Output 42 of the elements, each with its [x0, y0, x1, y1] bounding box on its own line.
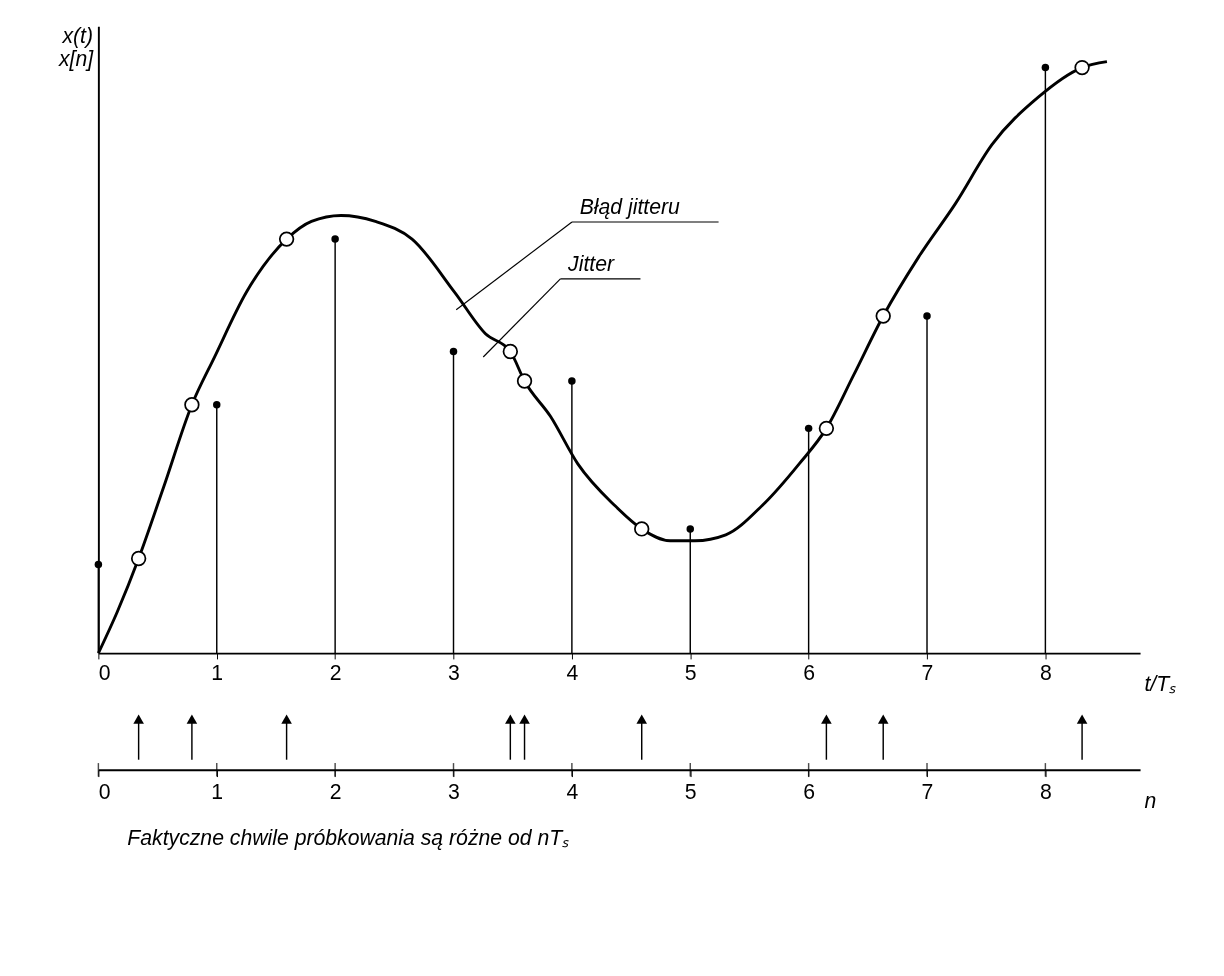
- x-axis-title: t/Tₛ: [1144, 672, 1177, 696]
- x2-tick-label: 5: [684, 780, 697, 804]
- x-tick-label: 5: [684, 660, 697, 684]
- point: [331, 235, 339, 243]
- x2-axis-title: n: [1144, 788, 1157, 812]
- point: [923, 312, 931, 320]
- point: [686, 525, 694, 533]
- x-tick-label: 2: [329, 660, 342, 684]
- x-tick-label: 8: [1039, 660, 1052, 684]
- x-tick-label: 4: [566, 660, 579, 684]
- point: [804, 424, 813, 433]
- y-axis-title: x(t) x[n]: [57, 24, 95, 72]
- x-tick-label: 0: [98, 660, 111, 684]
- annotation: Jitter: [567, 252, 615, 276]
- x-tick-label: 3: [448, 660, 460, 684]
- x2-tick-label: 7: [921, 780, 934, 804]
- point: [130, 550, 147, 567]
- x2-tick-label: 1: [211, 780, 224, 804]
- x2-tick-label: 4: [566, 780, 579, 804]
- point: [818, 420, 835, 437]
- point: [184, 397, 200, 413]
- point: [449, 347, 458, 356]
- x-tick-label: 7: [921, 660, 934, 684]
- x2-tick-label: 8: [1039, 780, 1052, 804]
- point: [516, 373, 533, 389]
- x2-tick-label: 0: [98, 780, 111, 804]
- x2-tick-label: 3: [448, 780, 460, 804]
- x-tick-label: 6: [803, 660, 816, 684]
- point: [1041, 63, 1050, 72]
- point: [213, 400, 221, 409]
- text: Faktyczne chwile próbkowania są różne od nTₛ: [127, 826, 570, 851]
- point: [502, 343, 519, 360]
- annotation: Błąd jitteru: [579, 195, 681, 220]
- point: [94, 560, 103, 569]
- x2-tick-label: 2: [329, 780, 342, 804]
- x2-tick-label: 6: [803, 780, 816, 804]
- point: [278, 231, 295, 247]
- x-tick-label: 1: [211, 660, 224, 684]
- point: [875, 308, 891, 324]
- point: [568, 377, 576, 385]
- point: [1074, 59, 1090, 76]
- point: [634, 521, 650, 537]
